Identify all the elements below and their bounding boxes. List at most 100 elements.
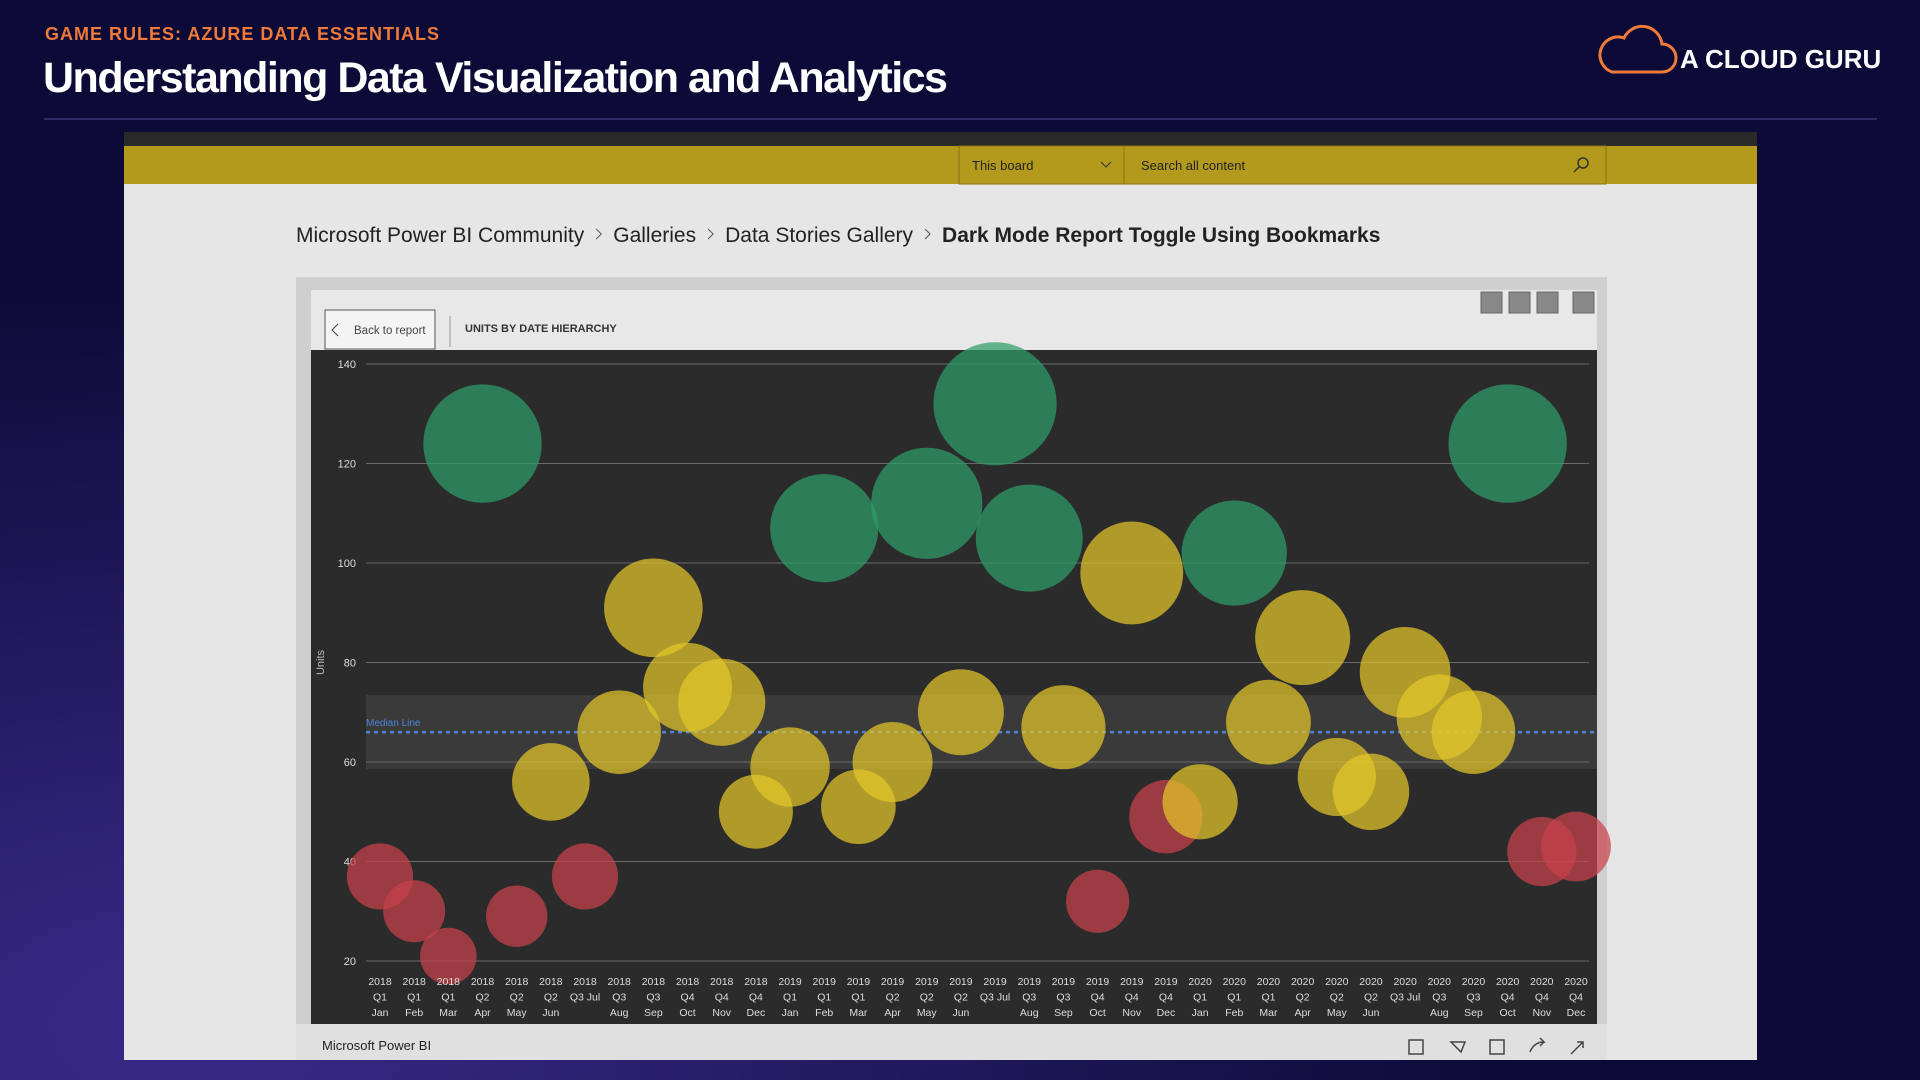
x-tick-label: 2018: [642, 976, 666, 988]
x-tick-label: 2020: [1188, 976, 1212, 988]
logo-icon: [1598, 24, 1678, 74]
x-tick-label: Q3 Jul: [570, 992, 600, 1004]
x-tick-label: Q4: [1501, 992, 1515, 1004]
y-axis-label: Units: [315, 649, 327, 675]
x-tick-label: May: [917, 1007, 938, 1019]
x-tick-label: 2018: [402, 976, 426, 988]
x-tick-label: Q1: [851, 992, 865, 1004]
x-tick-label: Q1: [1261, 992, 1275, 1004]
back-button[interactable]: [324, 309, 436, 350]
x-tick-label: Sep: [1464, 1007, 1483, 1019]
x-tick-label: Q3: [612, 992, 626, 1004]
bubble: [1226, 679, 1311, 765]
breadcrumb-chevron: [924, 228, 931, 240]
breadcrumb-item: Dark Mode Report Toggle Using Bookmarks: [942, 224, 1380, 247]
x-tick-label: 2019: [1052, 976, 1076, 988]
search-icon[interactable]: [1573, 157, 1589, 173]
x-tick-label: Feb: [1225, 1007, 1243, 1019]
x-tick-label: Jan: [782, 1007, 799, 1019]
bubble: [485, 885, 548, 947]
x-tick-label: Jun: [1363, 1007, 1380, 1019]
x-tick-label: Jan: [372, 1007, 389, 1019]
x-tick-label: Q2: [510, 992, 524, 1004]
x-tick-label: 2018: [608, 976, 632, 988]
y-tick-label: 100: [338, 558, 356, 570]
x-tick-label: Sep: [644, 1007, 663, 1019]
share-icons[interactable]: [1408, 1037, 1584, 1055]
bubble: [871, 447, 983, 559]
dropdown-arrow: [1100, 161, 1112, 168]
x-tick-label: Aug: [1430, 1007, 1449, 1019]
breadcrumb-item[interactable]: Microsoft Power BI Community: [296, 224, 585, 247]
x-tick-label: Jun: [952, 1007, 969, 1019]
x-tick-label: 2019: [949, 976, 973, 988]
scope-label: This board: [972, 158, 1033, 173]
x-tick-label: 2019: [778, 976, 802, 988]
bubble: [852, 722, 933, 802]
x-tick-label: May: [507, 1007, 528, 1019]
bubble: [420, 927, 477, 985]
footer-brand: Microsoft Power BI: [322, 1038, 431, 1053]
x-tick-label: 2019: [847, 976, 871, 988]
x-tick-label: Q4: [1535, 992, 1549, 1004]
x-tick-label: Q2: [886, 992, 900, 1004]
x-tick-label: 2020: [1257, 976, 1281, 988]
x-tick-label: Q4: [1159, 992, 1173, 1004]
y-tick-label: 20: [344, 956, 356, 968]
x-tick-label: Aug: [1020, 1007, 1039, 1019]
x-tick-label: 2019: [1120, 976, 1144, 988]
x-tick-label: Dec: [747, 1007, 766, 1019]
x-tick-label: Q1: [817, 992, 831, 1004]
breadcrumb-chevron: [707, 228, 714, 240]
bubble: [604, 558, 703, 658]
x-tick-label: 2018: [505, 976, 529, 988]
logo-text: A CLOUD GURU: [1680, 44, 1881, 74]
back-arrow: [331, 323, 339, 337]
x-tick-label: Oct: [679, 1007, 695, 1019]
bubble: [423, 384, 542, 503]
x-tick-label: Q4: [681, 992, 695, 1004]
bubble: [1448, 384, 1567, 503]
visual-toolbar[interactable]: [1480, 291, 1595, 314]
bubble: [1021, 685, 1106, 770]
x-tick-label: Q3: [646, 992, 660, 1004]
x-tick-label: 2018: [539, 976, 563, 988]
x-tick-label: 2020: [1223, 976, 1247, 988]
bubble: [1332, 753, 1410, 831]
x-tick-label: 2018: [573, 976, 597, 988]
x-tick-label: Jun: [542, 1007, 559, 1019]
x-tick-label: Q4: [749, 992, 763, 1004]
x-tick-label: 2019: [881, 976, 905, 988]
x-tick-label: Q3: [1466, 992, 1480, 1004]
x-tick-label: Q1: [441, 992, 455, 1004]
bubble: [750, 727, 830, 807]
x-tick-label: Mar: [849, 1007, 868, 1019]
bubble: [512, 743, 590, 821]
x-tick-label: 2018: [744, 976, 768, 988]
bubble: [1541, 811, 1611, 882]
breadcrumb-item[interactable]: Data Stories Gallery: [725, 224, 913, 247]
slide-title: Understanding Data Visualization and Ana…: [43, 54, 947, 102]
x-tick-label: Q2: [1330, 992, 1344, 1004]
bubble: [1181, 500, 1287, 606]
breadcrumb-item[interactable]: Galleries: [613, 224, 696, 247]
scope-dropdown[interactable]: [958, 145, 1125, 185]
x-tick-label: 2018: [437, 976, 461, 988]
bubble: [770, 474, 879, 583]
report-header: [311, 290, 1597, 350]
top-strip: [124, 132, 1757, 146]
x-tick-label: 2020: [1291, 976, 1315, 988]
x-tick-label: 2020: [1496, 976, 1520, 988]
x-tick-label: Dec: [1567, 1007, 1586, 1019]
x-tick-label: Jan: [1192, 1007, 1209, 1019]
search-box[interactable]: [1123, 145, 1607, 185]
x-tick-label: Apr: [474, 1007, 491, 1019]
x-tick-label: 2019: [915, 976, 939, 988]
x-tick-label: 2019: [1154, 976, 1178, 988]
x-tick-label: Dec: [1157, 1007, 1176, 1019]
x-tick-label: Apr: [884, 1007, 901, 1019]
y-tick-label: 80: [344, 658, 356, 670]
x-tick-label: 2019: [1018, 976, 1042, 988]
x-tick-label: Q2: [954, 992, 968, 1004]
